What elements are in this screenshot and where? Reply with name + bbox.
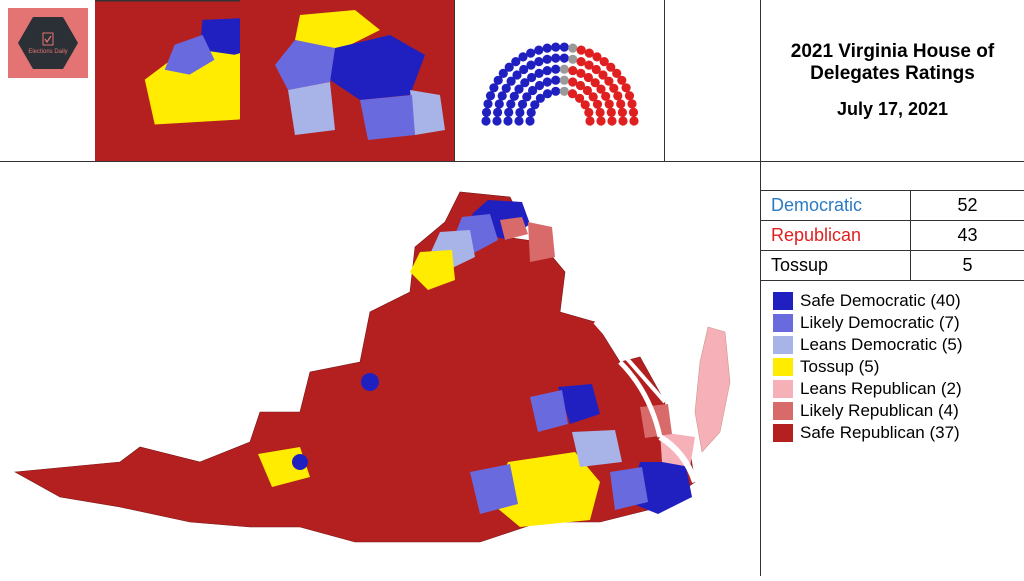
seat-dot [493, 107, 502, 116]
seat-dot [576, 45, 585, 54]
seat-dot [542, 66, 551, 75]
logo-badge: Elections Daily [8, 8, 88, 78]
seat-arc [460, 21, 660, 141]
seat-dot [485, 91, 494, 100]
legend-item: Safe Democratic (40) [773, 291, 1012, 311]
seat-dot [514, 116, 523, 125]
legend-swatch [773, 336, 793, 354]
legend-label: Leans Democratic (5) [800, 335, 963, 355]
seat-dot [621, 83, 630, 92]
seat-dot [534, 57, 543, 66]
seat-dot [503, 116, 512, 125]
summary-label: Republican [761, 221, 911, 250]
legend-swatch [773, 380, 793, 398]
summary-table: Democratic52Republican43Tossup5 [761, 190, 1024, 281]
seat-dot [584, 107, 593, 116]
seat-dot [534, 45, 543, 54]
title-line1: 2021 Virginia House of [791, 41, 994, 63]
seat-dot [494, 99, 503, 108]
legend-swatch [773, 314, 793, 332]
inset-map-2 [240, 0, 455, 161]
seat-dot [568, 66, 577, 75]
legend-item: Safe Republican (37) [773, 423, 1012, 443]
seat-dot [613, 91, 622, 100]
seat-dot [585, 116, 594, 125]
title-line2: Delegates Ratings [810, 63, 975, 85]
summary-label: Democratic [761, 191, 911, 220]
seat-dot [551, 75, 560, 84]
seat-dot [525, 116, 534, 125]
seat-dot [551, 42, 560, 51]
seat-dot [616, 99, 625, 108]
legend-label: Likely Democratic (7) [800, 313, 960, 333]
seat-dot [604, 99, 613, 108]
logo-text: Elections Daily [28, 49, 67, 55]
seat-dot [551, 53, 560, 62]
seat-dot [624, 91, 633, 100]
summary-label: Tossup [761, 251, 911, 280]
legend-label: Likely Republican (4) [800, 401, 959, 421]
seat-dot [559, 53, 568, 62]
seat-dot [559, 64, 568, 73]
seat-dot [568, 54, 577, 63]
summary-value: 5 [911, 251, 1024, 280]
seat-dot [492, 116, 501, 125]
seat-dot [551, 64, 560, 73]
seat-dot [483, 99, 492, 108]
legend-label: Safe Democratic (40) [800, 291, 961, 311]
main-map [0, 162, 760, 576]
legend-swatch [773, 424, 793, 442]
seat-dot [607, 116, 616, 125]
right-panel: 2021 Virginia House of Delegates Ratings… [760, 0, 1024, 576]
seat-dot [534, 68, 543, 77]
seat-dot [526, 60, 535, 69]
summary-row: Democratic52 [761, 190, 1024, 220]
seat-dot [481, 107, 490, 116]
seat-arc-panel [455, 0, 665, 161]
seat-dot [618, 116, 627, 125]
seat-dot [627, 99, 636, 108]
logo-hex: Elections Daily [18, 17, 78, 69]
seat-dot [504, 107, 513, 116]
summary-value: 43 [911, 221, 1024, 250]
seat-dot [576, 57, 585, 66]
seat-dot [526, 48, 535, 57]
legend-item: Likely Republican (4) [773, 401, 1012, 421]
legend-item: Leans Republican (2) [773, 379, 1012, 399]
seat-dot [568, 43, 577, 52]
seat-dot [606, 107, 615, 116]
seat-dot [551, 86, 560, 95]
legend-label: Tossup (5) [800, 357, 879, 377]
seat-dot [515, 107, 524, 116]
summary-row: Republican43 [761, 220, 1024, 250]
seat-dot [596, 116, 605, 125]
seat-dot [559, 86, 568, 95]
seat-dot [542, 89, 551, 98]
seat-dot [542, 54, 551, 63]
seat-dot [617, 107, 626, 116]
legend: Safe Democratic (40)Likely Democratic (7… [761, 281, 1024, 455]
legend-label: Leans Republican (2) [800, 379, 962, 399]
seat-dot [559, 75, 568, 84]
legend-item: Likely Democratic (7) [773, 313, 1012, 333]
seat-dot [542, 43, 551, 52]
legend-label: Safe Republican (37) [800, 423, 960, 443]
summary-value: 52 [911, 191, 1024, 220]
legend-swatch [773, 358, 793, 376]
summary-row: Tossup5 [761, 250, 1024, 280]
legend-swatch [773, 402, 793, 420]
seat-dot [628, 107, 637, 116]
title-date: July 17, 2021 [837, 99, 948, 120]
seat-dot [629, 116, 638, 125]
legend-swatch [773, 292, 793, 310]
legend-item: Tossup (5) [773, 357, 1012, 377]
seat-dot [542, 77, 551, 86]
title-box: 2021 Virginia House of Delegates Ratings… [761, 0, 1024, 162]
seat-dot [592, 99, 601, 108]
seat-dot [559, 42, 568, 51]
legend-item: Leans Democratic (5) [773, 335, 1012, 355]
seat-dot [481, 116, 490, 125]
seat-dot [595, 107, 604, 116]
